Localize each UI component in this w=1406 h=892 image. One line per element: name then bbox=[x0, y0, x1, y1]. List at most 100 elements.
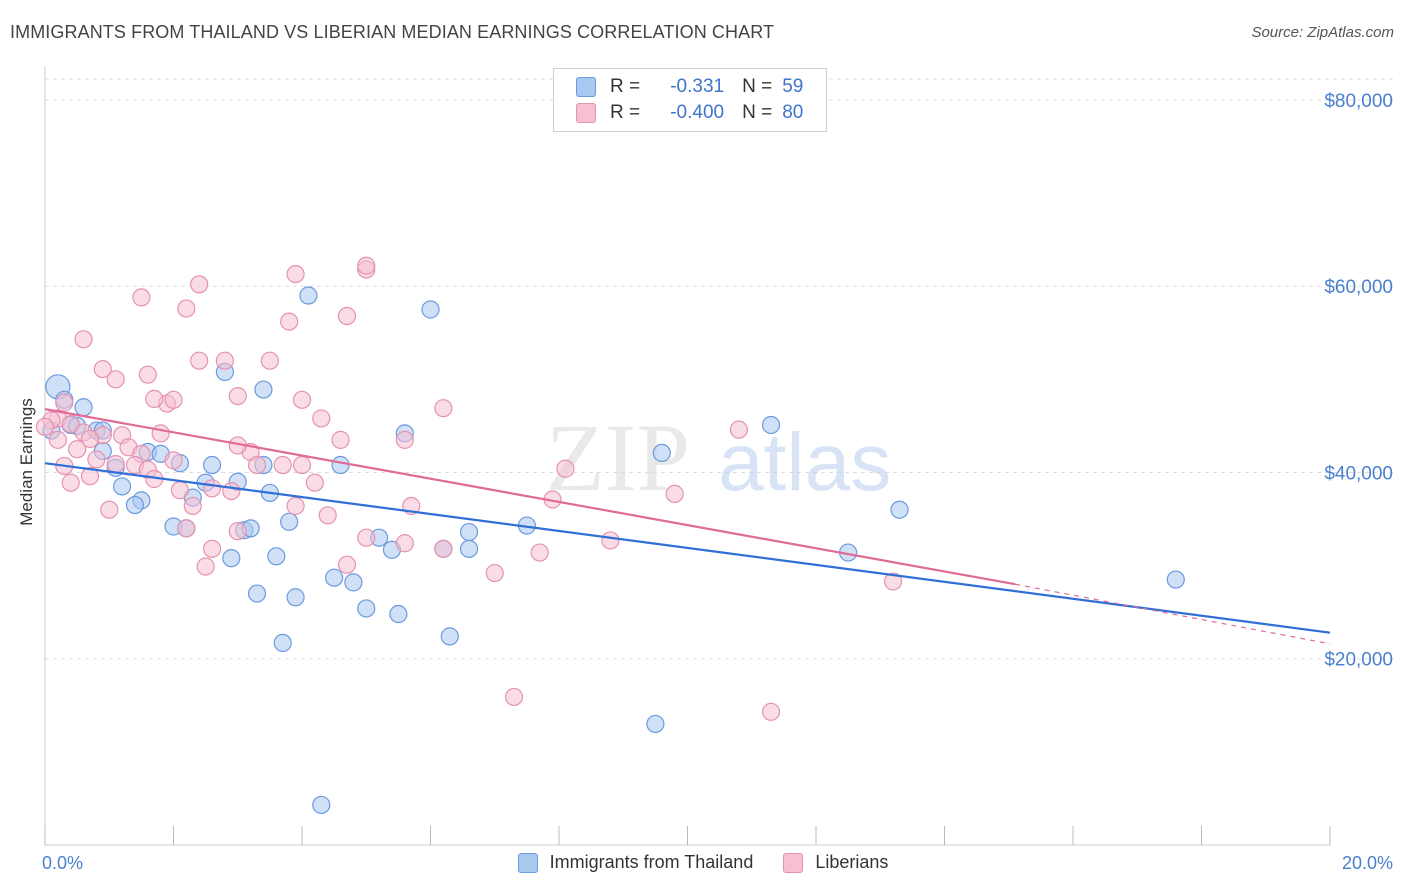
point-liberians bbox=[74, 330, 93, 349]
point-liberians bbox=[556, 459, 575, 478]
point-thailand bbox=[1166, 570, 1185, 589]
point-liberians bbox=[665, 484, 684, 503]
point-liberians bbox=[48, 430, 67, 449]
point-liberians bbox=[215, 351, 234, 370]
point-thailand bbox=[312, 795, 331, 815]
point-liberians bbox=[151, 424, 170, 443]
point-thailand bbox=[273, 633, 292, 653]
point-thailand bbox=[254, 380, 273, 399]
data-points bbox=[35, 256, 1185, 815]
x-tick-labels: 0.0% 20.0% bbox=[42, 853, 1393, 873]
point-liberians bbox=[87, 450, 106, 469]
point-liberians bbox=[61, 414, 80, 434]
point-thailand bbox=[325, 568, 344, 587]
y-axis-label: Median Earnings bbox=[17, 398, 36, 526]
legend-n-value: 80 bbox=[782, 102, 804, 123]
series-legend: Immigrants from Thailand Liberians bbox=[0, 852, 1406, 873]
point-liberians bbox=[434, 539, 453, 558]
point-liberians bbox=[280, 312, 299, 331]
point-liberians bbox=[68, 440, 87, 459]
point-liberians bbox=[100, 500, 119, 519]
point-liberians bbox=[761, 702, 781, 721]
point-liberians bbox=[286, 496, 305, 516]
point-liberians bbox=[93, 359, 112, 379]
point-liberians bbox=[273, 455, 292, 475]
source-label: Source: ZipAtlas.com bbox=[1251, 24, 1394, 41]
point-thailand bbox=[652, 443, 671, 463]
legend-r-label: R = bbox=[610, 76, 641, 97]
point-liberians bbox=[331, 430, 350, 449]
point-liberians bbox=[35, 417, 55, 436]
point-thailand bbox=[890, 500, 909, 519]
point-liberians bbox=[222, 481, 241, 501]
trend-line-liberians-extension bbox=[1015, 583, 1331, 645]
point-liberians bbox=[138, 365, 157, 384]
legend-row-liberians: R = -0.400 N = 80 bbox=[576, 100, 803, 126]
chart-title: IMMIGRANTS FROM THAILAND VS LIBERIAN MED… bbox=[10, 22, 775, 42]
y-tick-labels: $20,000 $40,000 $60,000 $80,000 bbox=[1324, 91, 1393, 671]
legend-swatch-liberians bbox=[576, 103, 596, 123]
point-liberians bbox=[434, 399, 453, 418]
point-liberians bbox=[106, 370, 125, 389]
point-liberians bbox=[337, 555, 357, 574]
point-liberians bbox=[190, 275, 209, 294]
point-thailand bbox=[440, 627, 459, 646]
point-thailand bbox=[222, 549, 241, 568]
point-thailand bbox=[421, 300, 440, 319]
point-liberians bbox=[357, 256, 376, 275]
point-liberians bbox=[312, 409, 331, 428]
x-tick-label: 20.0% bbox=[1342, 853, 1393, 873]
point-liberians bbox=[170, 481, 190, 500]
legend-swatch-thailand bbox=[576, 77, 596, 97]
point-liberians bbox=[61, 473, 80, 492]
point-liberians bbox=[164, 390, 183, 409]
point-thailand bbox=[459, 522, 479, 542]
point-liberians bbox=[292, 390, 312, 409]
point-liberians bbox=[305, 473, 324, 492]
point-liberians bbox=[395, 430, 414, 449]
point-liberians bbox=[190, 351, 209, 370]
point-liberians bbox=[177, 299, 196, 318]
point-thailand bbox=[357, 599, 376, 618]
series-swatch-liberians bbox=[783, 852, 804, 873]
legend-n-label: N = bbox=[742, 76, 773, 97]
point-liberians bbox=[164, 451, 183, 470]
trend-line-thailand bbox=[44, 462, 1331, 634]
y-tick-label: $40,000 bbox=[1324, 463, 1393, 484]
point-thailand bbox=[646, 714, 665, 734]
y-tick-label: $80,000 bbox=[1324, 91, 1393, 112]
series-swatch-thailand bbox=[517, 852, 538, 873]
legend-n-label: N = bbox=[742, 102, 773, 123]
series-legend-thailand: Immigrants from Thailand bbox=[517, 852, 754, 873]
point-thailand bbox=[280, 512, 299, 531]
point-liberians bbox=[132, 288, 151, 307]
point-thailand bbox=[761, 415, 781, 435]
point-liberians bbox=[292, 455, 312, 475]
series-label-thailand: Immigrants from Thailand bbox=[549, 852, 754, 872]
point-thailand bbox=[125, 495, 145, 515]
point-liberians bbox=[504, 687, 524, 707]
point-thailand bbox=[299, 286, 318, 305]
point-liberians bbox=[485, 563, 504, 583]
legend-r-value: -0.400 bbox=[670, 102, 725, 123]
point-liberians bbox=[202, 479, 222, 498]
point-thailand bbox=[112, 477, 132, 496]
legend-r-value: -0.331 bbox=[670, 76, 725, 97]
point-liberians bbox=[601, 531, 620, 550]
point-thailand bbox=[389, 604, 408, 624]
trend-lines bbox=[44, 408, 1331, 645]
point-liberians bbox=[202, 539, 222, 558]
legend-r-label: R = bbox=[610, 102, 641, 123]
point-liberians bbox=[395, 534, 414, 553]
point-thailand bbox=[331, 455, 350, 475]
point-liberians bbox=[337, 306, 357, 326]
point-liberians bbox=[183, 496, 202, 516]
point-thailand bbox=[74, 398, 93, 417]
legend-row-thailand: R = -0.331 N = 59 bbox=[576, 74, 803, 100]
point-liberians bbox=[145, 389, 164, 408]
point-liberians bbox=[228, 522, 247, 541]
point-thailand bbox=[267, 547, 286, 566]
point-liberians bbox=[729, 420, 749, 439]
point-thailand bbox=[344, 573, 363, 592]
